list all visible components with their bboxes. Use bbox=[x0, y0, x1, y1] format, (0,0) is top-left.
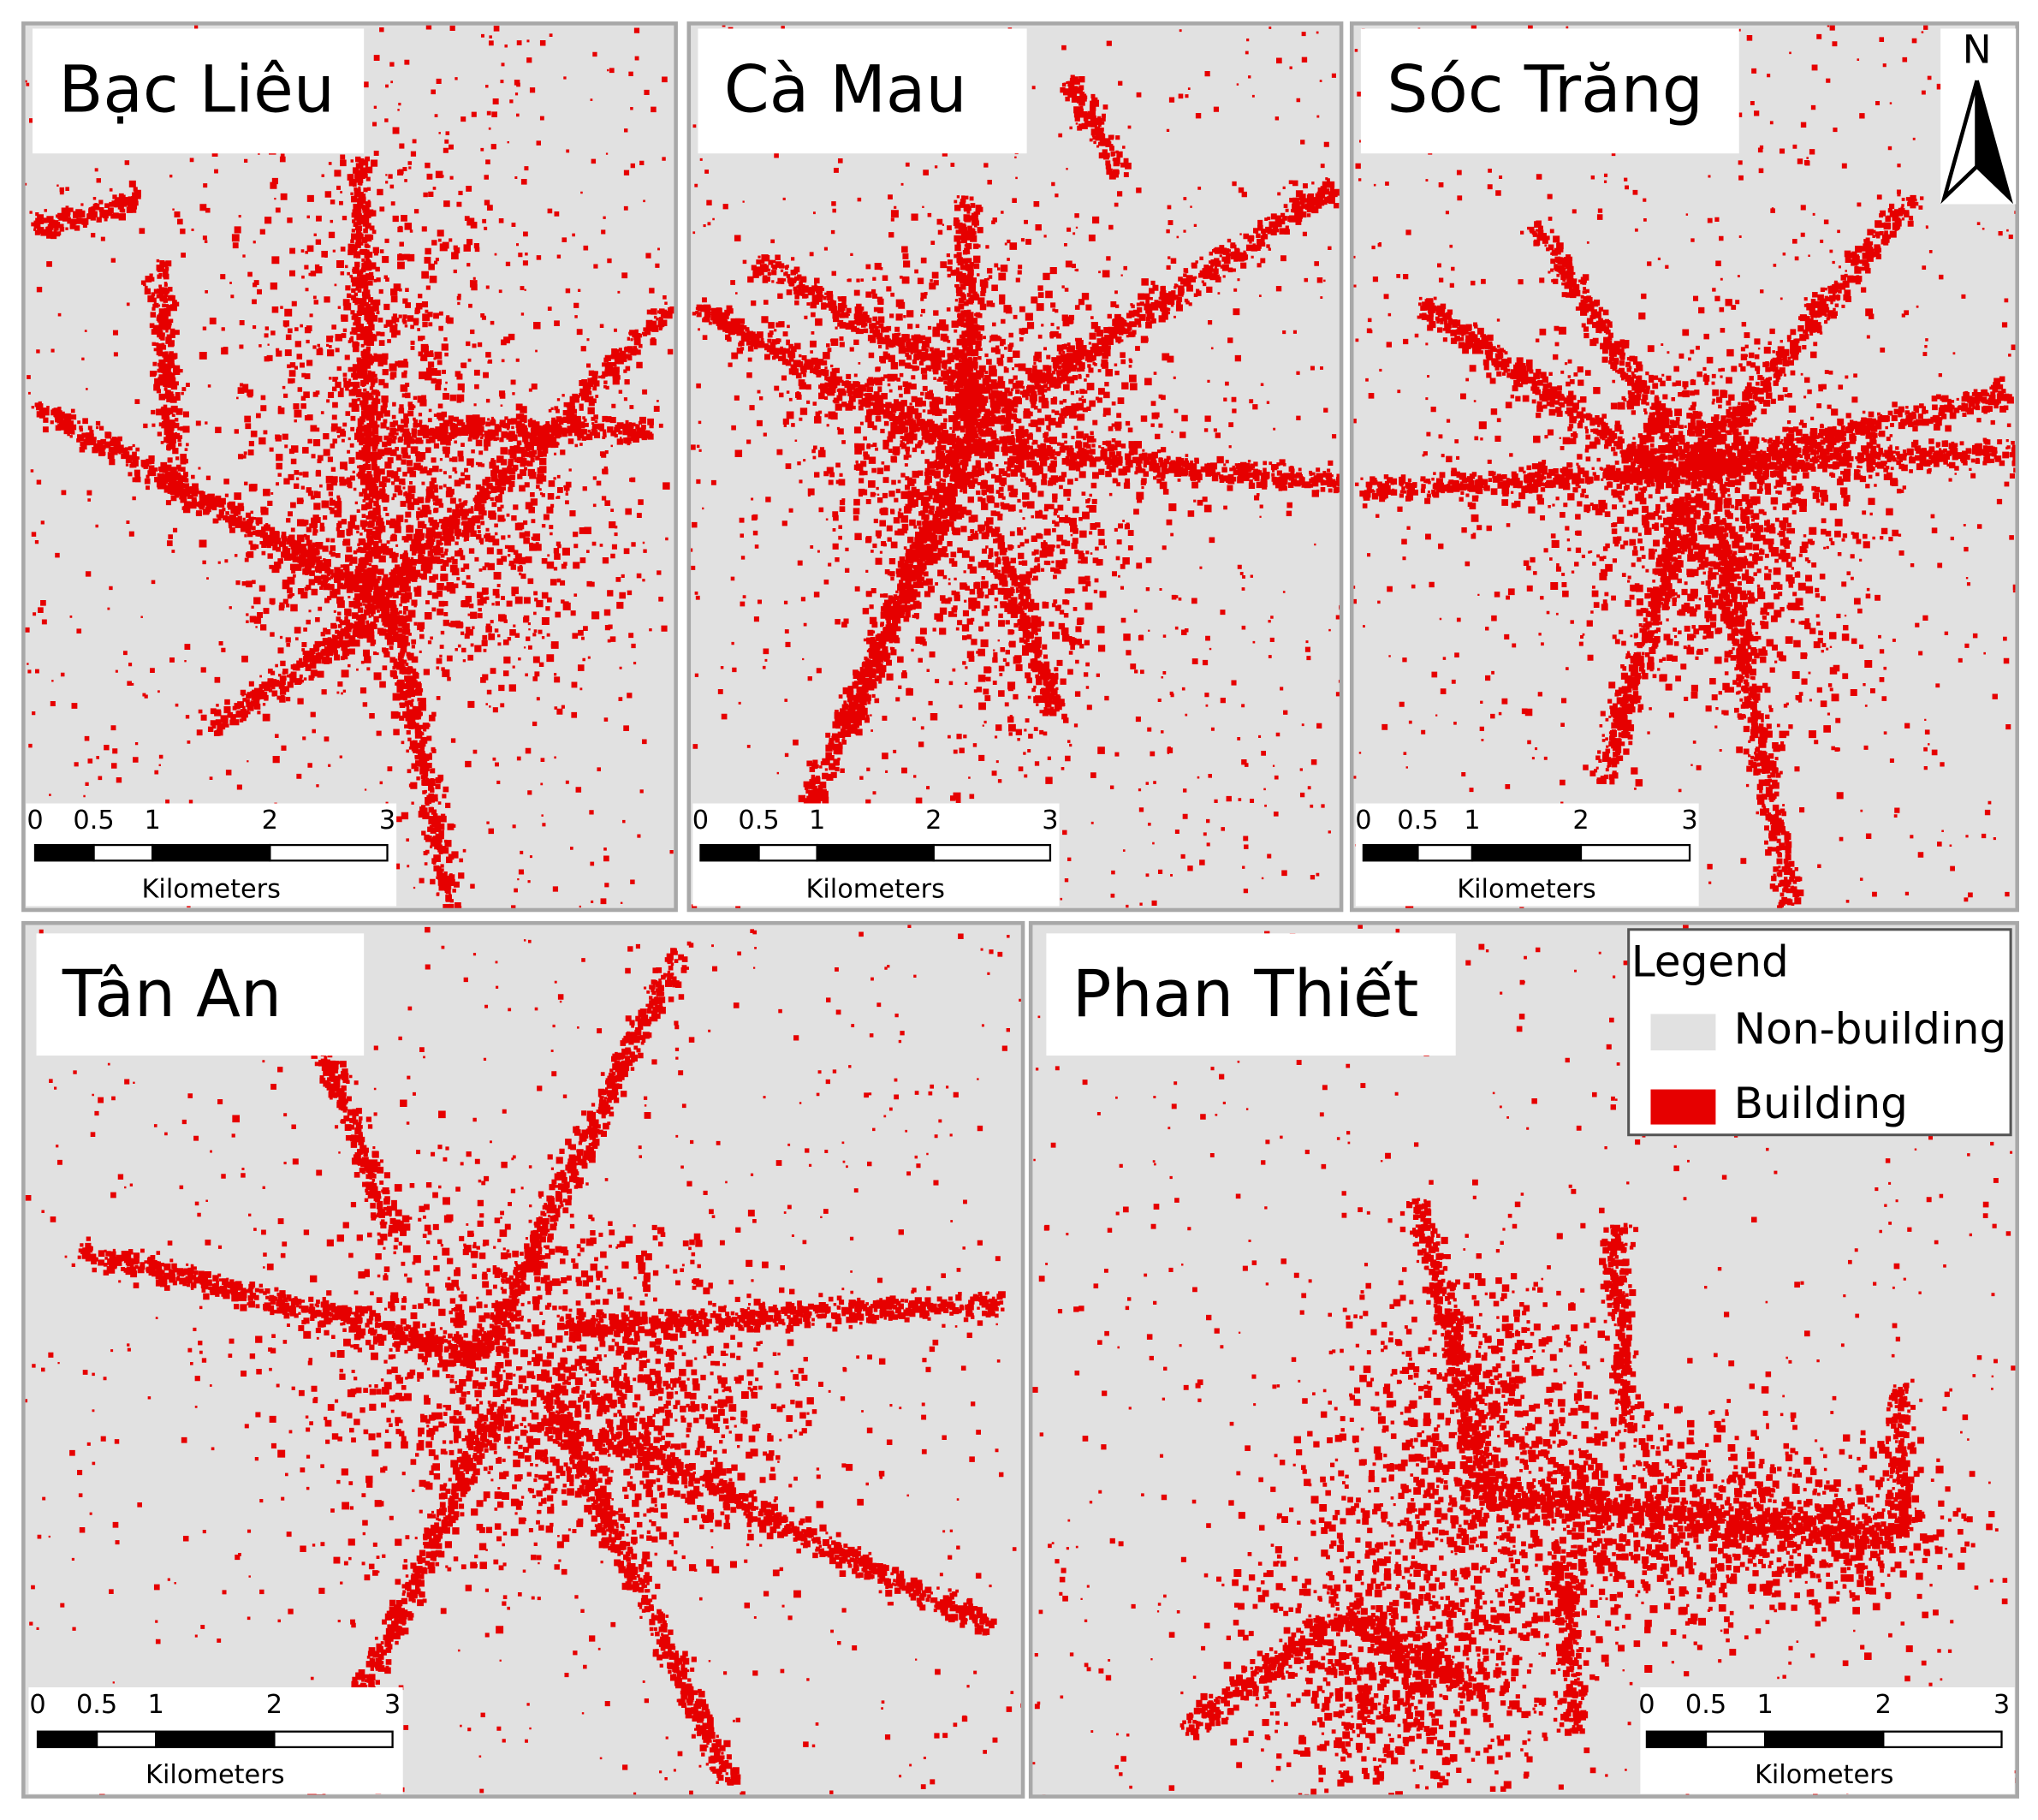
scale-tick-label: 0.5 bbox=[1397, 806, 1438, 836]
map-title: Tân An bbox=[62, 956, 282, 1032]
scale-segment bbox=[269, 843, 389, 862]
scale-segment bbox=[33, 843, 95, 862]
building-footprints bbox=[1352, 23, 2017, 910]
scale-bar: 0 0.5 1 2 3 Kilometers bbox=[1355, 803, 1699, 907]
title-box bbox=[32, 28, 365, 154]
map-background bbox=[23, 23, 676, 911]
scale-tick-label: 0 bbox=[1355, 806, 1371, 836]
legend: Legend Non-building Building bbox=[1627, 928, 2012, 1137]
scale-tick-label: 2 bbox=[1572, 806, 1589, 836]
scale-segment bbox=[758, 843, 818, 862]
scale-segment bbox=[816, 843, 935, 862]
map-frame bbox=[21, 920, 1025, 1799]
scale-tick-label: 1 bbox=[145, 806, 161, 836]
scale-bar: 0 0.5 1 2 3 Kilometers bbox=[28, 1687, 403, 1794]
arrow-right bbox=[1975, 80, 2014, 205]
building-footprints bbox=[1031, 924, 2017, 1797]
north-arrow: N bbox=[1940, 27, 2017, 205]
scale-unit: Kilometers bbox=[142, 875, 282, 905]
title-box bbox=[698, 28, 1027, 154]
scale-segment bbox=[1362, 843, 1419, 862]
scale-unit: Kilometers bbox=[146, 1760, 285, 1790]
map-panel: Bạc Liêu 0 0.5 1 2 3 Kilometers bbox=[21, 21, 678, 913]
map-panel: Tân An 0 0.5 1 2 3 Kilometers bbox=[21, 920, 1025, 1799]
scale-tick-label: 2 bbox=[266, 1690, 282, 1720]
scale-unit: Kilometers bbox=[805, 875, 944, 905]
map-title: Cà Mau bbox=[724, 51, 967, 127]
north-label: N bbox=[1963, 27, 1992, 72]
map-background bbox=[23, 923, 1024, 1797]
scale-tick-label: 3 bbox=[384, 1690, 401, 1720]
legend-title: Legend bbox=[1631, 936, 1789, 986]
scale-segment bbox=[1579, 843, 1691, 862]
scale-bar: 0 0.5 1 2 3 Kilometers bbox=[26, 803, 397, 907]
map-title: Sóc Trăng bbox=[1387, 51, 1703, 127]
scale-unit: Kilometers bbox=[1755, 1760, 1894, 1790]
scale-tick-label: 1 bbox=[148, 1690, 164, 1720]
map-panel: Cà Mau 0 0.5 1 2 3 Kilometers bbox=[686, 21, 1344, 913]
scale-segment bbox=[273, 1730, 394, 1749]
scale-segment bbox=[1471, 843, 1583, 862]
scale-segment bbox=[155, 1730, 276, 1749]
legend-label: Non-building bbox=[1734, 1003, 2007, 1054]
scale-tick-label: 3 bbox=[1681, 806, 1697, 836]
scale-segment bbox=[1704, 1730, 1767, 1749]
scale-segment bbox=[1882, 1730, 2003, 1749]
map-panels: Bạc Liêu 0 0.5 1 2 3 Kilometers Cà Mau 0 0.5 1 2 3 Ki… bbox=[21, 21, 2019, 1799]
map-frame bbox=[686, 21, 1344, 913]
scale-tick-label: 0.5 bbox=[738, 806, 779, 836]
map-frame bbox=[1349, 21, 2019, 913]
scale-bar: 0 0.5 1 2 3 Kilometers bbox=[1638, 1687, 2015, 1794]
scale-segment bbox=[92, 843, 154, 862]
scale-tick-label: 0.5 bbox=[73, 806, 114, 836]
scale-tick-label: 2 bbox=[925, 806, 942, 836]
scale-tick-label: 0 bbox=[27, 806, 43, 836]
scale-segment bbox=[699, 843, 760, 862]
scale-segment bbox=[36, 1730, 98, 1749]
scale-tick-label: 1 bbox=[809, 806, 825, 836]
scale-tick-label: 3 bbox=[1042, 806, 1058, 836]
map-title: Bạc Liêu bbox=[58, 51, 335, 127]
building-footprints bbox=[24, 24, 676, 910]
legend-swatch bbox=[1650, 1089, 1716, 1125]
legend-label: Building bbox=[1734, 1078, 1908, 1128]
scale-segment bbox=[932, 843, 1052, 862]
map-frame bbox=[1028, 920, 2019, 1799]
scale-tick-label: 3 bbox=[379, 806, 395, 836]
scale-tick-label: 0 bbox=[692, 806, 709, 836]
scale-bar: 0 0.5 1 2 3 Kilometers bbox=[692, 803, 1060, 907]
scale-segment bbox=[1645, 1730, 1708, 1749]
building-footprints bbox=[689, 23, 1342, 910]
scale-unit: Kilometers bbox=[1457, 875, 1596, 905]
scale-segment bbox=[152, 843, 271, 862]
scale-tick-label: 0.5 bbox=[76, 1690, 117, 1720]
map-frame bbox=[21, 21, 678, 913]
scale-segment bbox=[1417, 843, 1474, 862]
title-box bbox=[36, 933, 365, 1056]
scale-tick-label: 2 bbox=[262, 806, 278, 836]
scale-tick-label: 1 bbox=[1464, 806, 1480, 836]
scale-tick-label: 1 bbox=[1756, 1690, 1773, 1720]
legend-swatch bbox=[1650, 1014, 1716, 1050]
title-box bbox=[1360, 28, 1739, 154]
scale-tick-label: 0 bbox=[29, 1690, 45, 1720]
map-panel: Sóc Trăng 0 0.5 1 2 3 Kilometers bbox=[1349, 21, 2019, 913]
map-title: Phan Thiết bbox=[1072, 956, 1419, 1032]
scale-tick-label: 0.5 bbox=[1685, 1690, 1726, 1720]
scale-segment bbox=[1763, 1730, 1885, 1749]
scale-tick-label: 2 bbox=[1875, 1690, 1892, 1720]
scale-tick-label: 3 bbox=[1993, 1690, 2010, 1720]
scale-tick-label: 0 bbox=[1638, 1690, 1655, 1720]
scale-segment bbox=[95, 1730, 157, 1749]
title-box bbox=[1046, 933, 1456, 1056]
map-panel: Phan Thiết 0 0.5 1 2 3 Kilometers bbox=[1028, 920, 2019, 1799]
